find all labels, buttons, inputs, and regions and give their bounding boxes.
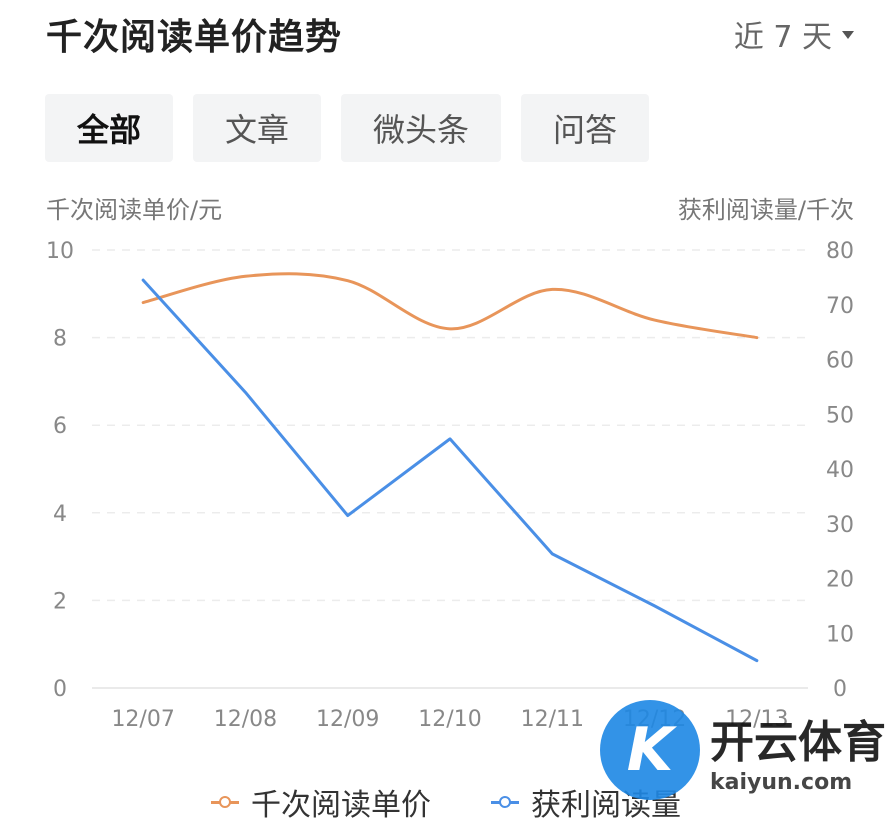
tab-qa[interactable]: 问答 [521, 94, 650, 162]
data-point-0-2: 12/09: 9.3 [344, 277, 352, 285]
right-tick-label: 60 [826, 349, 854, 374]
page-title: 千次阅读单价趋势 [46, 17, 343, 58]
data-point-1-0: 12/07: 74.5 [139, 276, 147, 284]
data-point-0-6: 12/13: 8 [753, 334, 761, 342]
x-tick-label: 12/07 [111, 707, 174, 732]
data-point-1-3: 12/10: 45.5 [446, 435, 454, 443]
chart-legend: 千次阅读单价 获利阅读量 [0, 780, 892, 824]
data-point-1-5: 12/12: 15 [651, 602, 659, 610]
data-point-1-6: 12/13: 5 [753, 657, 761, 665]
right-tick-label: 70 [826, 294, 854, 319]
data-point-0-1: 12/08: 9.4 [241, 272, 249, 280]
date-range-label: 近 7 天 [733, 20, 832, 55]
right-tick-label: 0 [833, 677, 847, 702]
left-tick-label: 6 [53, 414, 67, 439]
tab-articles[interactable]: 文章 [193, 94, 322, 162]
right-tick-label: 10 [826, 622, 854, 647]
kaiyun-logo-icon: K [600, 700, 700, 800]
x-tick-label: 12/10 [418, 707, 481, 732]
tab-bar: 全部 文章 微头条 问答 [45, 94, 650, 162]
legend-label: 千次阅读单价 [251, 788, 431, 823]
x-tick-label: 12/13 [725, 707, 788, 732]
series-line-0 [141, 272, 759, 340]
data-point-0-3: 12/10: 8.2 [446, 325, 454, 333]
watermark-url: kaiyun.com [710, 769, 853, 795]
right-tick-label: 20 [826, 568, 854, 593]
data-point-0-0: 12/07: 8.8 [139, 299, 147, 307]
watermark: K 开云体育 kaiyun.com [600, 700, 886, 800]
right-tick-label: 40 [826, 458, 854, 483]
right-tick-label: 50 [826, 403, 854, 428]
x-tick-label: 12/11 [521, 707, 584, 732]
data-point-0-5: 12/12: 8.4 [651, 316, 659, 324]
right-tick-label: 30 [826, 513, 854, 538]
left-axis-title: 千次阅读单价/元 [46, 196, 223, 224]
data-point-1-4: 12/11: 24.5 [548, 550, 556, 558]
left-tick-label: 10 [46, 239, 74, 264]
left-tick-label: 0 [53, 677, 67, 702]
legend-item-unit-price[interactable]: 千次阅读单价 [211, 780, 431, 824]
left-tick-label: 4 [53, 502, 67, 527]
series-line-1 [141, 278, 759, 663]
data-point-0-4: 12/11: 9.1 [548, 285, 556, 293]
x-tick-label: 12/08 [214, 707, 277, 732]
data-point-1-1: 12/08: 54 [241, 388, 249, 396]
data-point-1-2: 12/09: 31.5 [344, 512, 352, 520]
date-range-dropdown[interactable]: 近 7 天 [734, 12, 854, 56]
x-tick-label: 12/09 [316, 707, 379, 732]
right-axis-title: 获利阅读量/千次 [677, 196, 854, 224]
tab-all[interactable]: 全部 [45, 94, 174, 162]
legend-swatch-icon [211, 795, 239, 809]
left-tick-label: 8 [53, 327, 67, 352]
left-tick-label: 2 [53, 589, 67, 614]
chevron-down-icon [842, 31, 854, 39]
legend-swatch-icon [491, 795, 519, 809]
watermark-brand: 开云体育 [710, 716, 886, 768]
right-tick-label: 80 [826, 239, 854, 264]
tab-micro-posts[interactable]: 微头条 [341, 94, 502, 162]
